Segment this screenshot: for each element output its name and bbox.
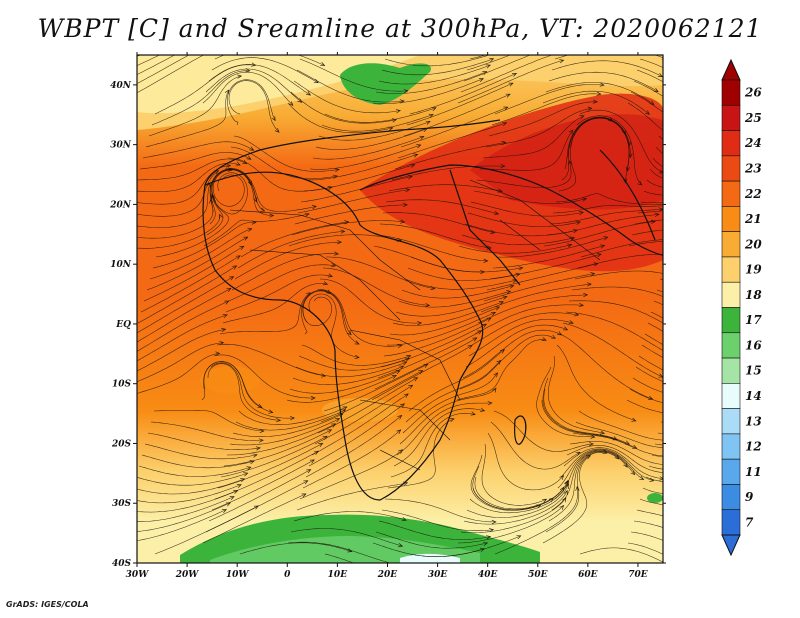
colorbar-label: 21 [744, 212, 762, 226]
colorbar-swatch [721, 79, 741, 106]
colorbar-swatch [721, 104, 741, 131]
lat-tick-label: 20S [111, 439, 132, 449]
colorbar-label: 18 [745, 288, 762, 302]
colorbar-swatch [721, 458, 741, 485]
colorbar-swatch [721, 509, 741, 536]
colorbar-label: 13 [745, 414, 762, 428]
colorbar-swatch [721, 357, 741, 384]
country-borders [229, 179, 601, 471]
colorbar-swatch [721, 206, 741, 232]
colorbar-label: 16 [745, 338, 762, 352]
lat-tick-label: 20N [109, 200, 132, 210]
colorbar-label: 20 [744, 237, 762, 251]
coastlines [202, 119, 663, 501]
colorbar-top-arrow [721, 58, 741, 81]
colorbar-swatch [721, 180, 741, 207]
lon-tick-label: 60E [578, 570, 598, 580]
colorbar-label: 24 [744, 136, 762, 150]
colorbar-label: 22 [744, 187, 762, 201]
colorbar-swatch [721, 383, 741, 409]
colorbar-swatch [721, 130, 741, 157]
colorbar-label: 17 [745, 313, 762, 327]
colorbar-swatch [721, 307, 741, 334]
lon-tick-label: 20E [377, 570, 398, 580]
colorbar-label: 9 [745, 490, 754, 504]
colorbar-swatch [721, 281, 741, 308]
footer-credit: GrADS: IGES/COLA [6, 600, 89, 609]
lon-tick-label: 30W [126, 570, 150, 580]
chart-title: WBPT [C] and Sreamline at 300hPa, VT: 20… [37, 14, 763, 43]
axis-ticks: 30W 20W 10W 0 10E 20E 30E 40E 50E 60E 70E 40N 30N 20N… [109, 52, 666, 580]
lat-tick-label: 10N [110, 260, 132, 270]
colorbar-swatch [721, 332, 741, 359]
colorbar-label: 26 [744, 86, 762, 100]
colorbar-bottom-arrow [721, 534, 741, 557]
colorbar-label: 12 [745, 440, 762, 454]
streamlines [137, 55, 663, 563]
colorbar-swatch [721, 155, 741, 182]
colorbar-swatch [721, 256, 741, 283]
colorbar-label: 15 [745, 364, 762, 378]
lon-tick-label: 0 [284, 570, 291, 580]
lon-tick-label: 70E [628, 570, 648, 580]
colorbar-label: 25 [744, 111, 762, 125]
colorbar: 26 25 24 23 22 21 20 19 18 17 16 15 14 13 12 11 9 7 [721, 58, 762, 557]
colorbar-label: 7 [745, 515, 754, 529]
colorbar-swatch [721, 433, 741, 460]
colorbar-label: 19 [745, 263, 762, 277]
colorbar-swatch [721, 231, 741, 258]
map-figure: 30W 20W 10W 0 10E 20E 30E 40E 50E 60E 70E 40N 30N 20N… [109, 52, 762, 580]
map-frame [136, 54, 664, 564]
lon-tick-label: 30E [428, 570, 448, 580]
colorbar-label: 14 [745, 389, 762, 403]
lat-tick-label: 10S [112, 380, 132, 390]
lon-tick-label: 10E [328, 570, 348, 580]
lon-tick-label: 50E [528, 570, 548, 580]
lon-tick-label: 40E [478, 570, 498, 580]
colorbar-swatch [721, 484, 741, 511]
lat-tick-label: 30S [112, 499, 132, 509]
lon-tick-label: 10W [226, 570, 250, 580]
colorbar-label: 11 [745, 465, 762, 479]
lat-tick-label: 30N [110, 141, 132, 151]
colorbar-swatch [721, 408, 741, 435]
lon-tick-label: 20W [175, 570, 200, 580]
lat-tick-label: 40S [112, 559, 132, 569]
colorbar-label: 23 [744, 161, 762, 175]
lat-tick-label: 40N [110, 81, 132, 91]
lat-tick-label: EQ [115, 320, 131, 330]
